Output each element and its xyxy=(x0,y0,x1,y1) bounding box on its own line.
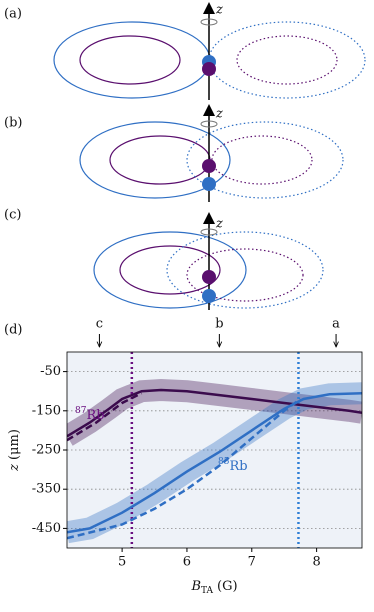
orbit xyxy=(186,248,304,302)
plot-frame xyxy=(66,351,363,549)
label-part: TA xyxy=(201,586,214,596)
orbit xyxy=(208,21,366,99)
orbit xyxy=(211,135,313,185)
line xyxy=(67,392,143,442)
axis-label: z xyxy=(215,107,223,122)
y-tick-label: -350 xyxy=(32,482,61,497)
orbit xyxy=(79,121,231,199)
y-tick-label: -50 xyxy=(40,364,61,379)
element: Rb xyxy=(86,408,104,423)
label-part: (μm) xyxy=(7,429,22,460)
atom xyxy=(202,177,216,191)
y-tick-label: -450 xyxy=(32,521,61,536)
panel-label: (b) xyxy=(4,116,22,131)
rotation xyxy=(200,18,218,26)
y-axis-label: z (μm) xyxy=(7,429,22,472)
atom xyxy=(202,289,216,303)
orbit xyxy=(53,21,211,99)
orbit xyxy=(79,35,181,85)
panel-c: (c) z xyxy=(4,208,324,310)
panel-label: (a) xyxy=(4,7,22,22)
marker-label: c xyxy=(96,317,103,332)
rotation xyxy=(200,228,218,236)
mass-number: 87 xyxy=(75,406,87,416)
mass-number: 85 xyxy=(218,457,230,467)
orbit xyxy=(236,35,338,85)
rotation xyxy=(200,120,218,128)
x-tick-label: 7 xyxy=(248,555,256,570)
line xyxy=(67,388,362,438)
label-part: B xyxy=(190,579,201,594)
y-tick-label: -250 xyxy=(32,443,61,458)
marker-label: b xyxy=(215,317,223,332)
label-part: z xyxy=(7,464,22,472)
line xyxy=(67,397,302,540)
series-label: 85Rb xyxy=(218,457,248,474)
x-axis-label: BTA (G) xyxy=(190,579,237,596)
x-tick-label: 6 xyxy=(183,555,191,570)
marker-label: a xyxy=(332,317,340,332)
orbit xyxy=(93,231,247,309)
axis-label: z xyxy=(215,3,223,18)
atom xyxy=(202,62,216,76)
series-label: 87Rb xyxy=(75,406,105,423)
panel-label: (c) xyxy=(4,208,21,223)
panel-b: (b) z xyxy=(4,104,344,202)
panel-a: (a) z xyxy=(4,1,366,100)
axis-label: z xyxy=(215,217,223,232)
atom xyxy=(202,159,216,173)
atom xyxy=(202,270,216,284)
panel-label: (d) xyxy=(4,323,22,338)
element: Rb xyxy=(229,459,247,474)
y-tick-label: -150 xyxy=(32,403,61,418)
x-tick-label: 8 xyxy=(312,555,320,570)
orbit xyxy=(166,231,324,309)
label-part: (G) xyxy=(217,579,238,594)
orbit xyxy=(119,245,221,295)
line xyxy=(67,391,362,534)
x-tick-label: 5 xyxy=(118,555,126,570)
orbit xyxy=(186,121,344,199)
